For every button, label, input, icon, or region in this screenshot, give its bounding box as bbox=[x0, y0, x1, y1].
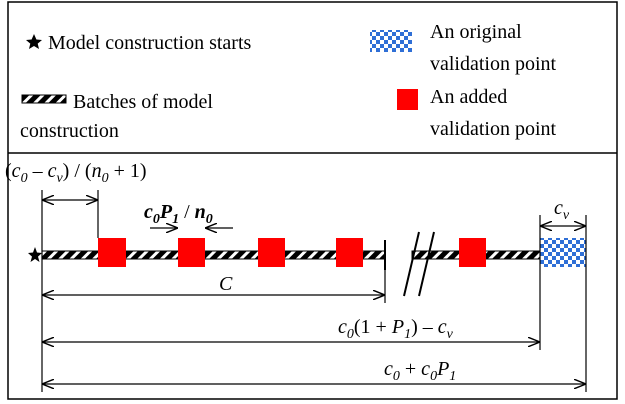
text-piece: (1 + bbox=[354, 316, 392, 338]
annotation: c0P1 / n0 bbox=[144, 201, 213, 227]
legend: Model construction starts An original va… bbox=[20, 21, 557, 142]
added-point bbox=[336, 238, 363, 267]
text-piece: ) – bbox=[411, 316, 438, 338]
legend-text: An added bbox=[430, 86, 507, 108]
guides bbox=[41, 190, 587, 392]
star-icon bbox=[26, 34, 42, 49]
annotation: c0 + c0P1 bbox=[384, 358, 456, 384]
text-piece: c bbox=[384, 358, 393, 380]
batch-icon bbox=[21, 94, 67, 104]
text-piece: c bbox=[48, 160, 57, 182]
text-piece: n bbox=[92, 160, 102, 182]
added-point bbox=[258, 238, 285, 267]
added-point bbox=[178, 238, 205, 267]
timeline bbox=[28, 231, 586, 297]
text-piece: P bbox=[391, 316, 404, 338]
original-point bbox=[540, 238, 586, 267]
text-piece: c bbox=[438, 316, 447, 338]
text-piece: 0 bbox=[430, 369, 437, 384]
text-piece: 1 bbox=[404, 327, 411, 342]
annotation: cv bbox=[554, 197, 570, 223]
text-piece: v bbox=[56, 171, 63, 186]
legend-text: validation point bbox=[430, 118, 557, 140]
text-piece: P bbox=[159, 201, 173, 223]
star bbox=[28, 247, 42, 262]
legend-text: construction bbox=[20, 120, 119, 142]
text-piece: 0 bbox=[206, 212, 213, 227]
text-piece: v bbox=[563, 208, 570, 223]
text-piece: c bbox=[12, 160, 21, 182]
text-piece: 0 bbox=[153, 212, 160, 227]
text-piece: 0 bbox=[21, 171, 28, 186]
text-piece: c bbox=[421, 358, 430, 380]
text-piece: ) / ( bbox=[63, 160, 92, 182]
break bbox=[403, 231, 420, 297]
annotation: (c0 – cv) / (n0 + 1) bbox=[5, 160, 147, 186]
original-icon bbox=[370, 30, 412, 52]
text-piece: + 1) bbox=[109, 160, 147, 182]
text-piece: 0 bbox=[347, 327, 354, 342]
batch-bar bbox=[41, 250, 386, 260]
legend-text: An original bbox=[430, 21, 522, 43]
text-piece: 1 bbox=[172, 212, 179, 227]
text-piece: 1 bbox=[449, 369, 456, 384]
annotation: c0(1 + P1) – cv bbox=[338, 316, 454, 342]
text-piece: / bbox=[179, 201, 195, 223]
frame bbox=[7, 1, 618, 400]
added-point bbox=[459, 238, 486, 267]
added-point bbox=[98, 238, 126, 267]
legend-text: Batches of model bbox=[73, 91, 213, 113]
break bbox=[418, 231, 435, 297]
text-piece: c bbox=[554, 197, 563, 219]
legend-text: Model construction starts bbox=[48, 32, 252, 54]
text-piece: – bbox=[28, 160, 48, 182]
text-piece: c bbox=[338, 316, 347, 338]
text-piece: c bbox=[144, 201, 153, 223]
legend-text: validation point bbox=[430, 53, 557, 75]
text-piece: v bbox=[447, 327, 454, 342]
text-piece: ( bbox=[5, 160, 12, 182]
text-piece: n bbox=[195, 201, 206, 223]
text-piece: P bbox=[436, 358, 449, 380]
annotation: C bbox=[219, 273, 233, 295]
text-piece: + bbox=[400, 358, 421, 380]
text-piece: 0 bbox=[102, 171, 109, 186]
added-icon bbox=[397, 89, 418, 110]
text-piece: 0 bbox=[393, 369, 400, 384]
